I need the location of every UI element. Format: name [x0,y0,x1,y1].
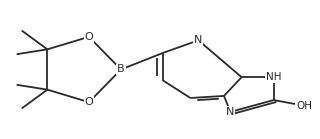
Text: N: N [194,35,203,45]
Text: N: N [226,107,235,117]
Text: OH: OH [296,101,312,111]
Text: NH: NH [266,72,281,82]
Text: B: B [117,64,125,75]
Text: O: O [84,97,93,107]
Text: O: O [84,32,93,42]
